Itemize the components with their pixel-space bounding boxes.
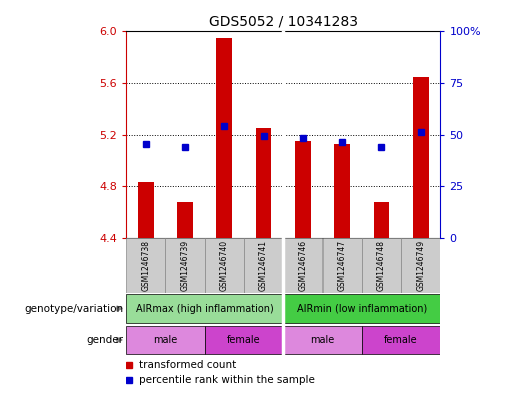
Bar [204,326,283,354]
Text: male: male [153,335,178,345]
Bar [244,238,283,293]
Text: GSM1246738: GSM1246738 [141,240,150,291]
Bar [256,128,271,238]
Bar [334,143,350,238]
Bar [413,77,428,238]
Text: AIRmax (high inflammation): AIRmax (high inflammation) [136,303,273,314]
Bar [126,238,165,293]
Bar [165,238,204,293]
Text: GSM1246749: GSM1246749 [416,240,425,291]
Text: gender: gender [87,335,124,345]
Bar [138,182,153,238]
Bar [283,326,362,354]
Bar [177,202,193,238]
Text: genotype/variation: genotype/variation [25,303,124,314]
Bar [283,238,322,293]
Bar [295,141,311,238]
Bar [401,238,440,293]
Bar [126,326,204,354]
Text: female: female [384,335,418,345]
Text: male: male [311,335,335,345]
Text: GSM1246746: GSM1246746 [298,240,307,291]
Bar [373,202,389,238]
Text: female: female [227,335,261,345]
Title: GDS5052 / 10341283: GDS5052 / 10341283 [209,15,358,29]
Text: transformed count: transformed count [139,360,236,370]
Text: GSM1246748: GSM1246748 [377,240,386,291]
Bar [216,38,232,238]
Text: GSM1246747: GSM1246747 [338,240,347,291]
Bar [362,326,440,354]
Text: GSM1246741: GSM1246741 [259,240,268,291]
Bar [126,294,283,323]
Text: GSM1246739: GSM1246739 [181,240,190,291]
Text: percentile rank within the sample: percentile rank within the sample [139,375,315,385]
Bar [362,238,401,293]
Text: AIRmin (low inflammation): AIRmin (low inflammation) [297,303,427,314]
Text: GSM1246740: GSM1246740 [220,240,229,291]
Bar [205,238,244,293]
Bar [322,238,362,293]
Bar [283,294,440,323]
